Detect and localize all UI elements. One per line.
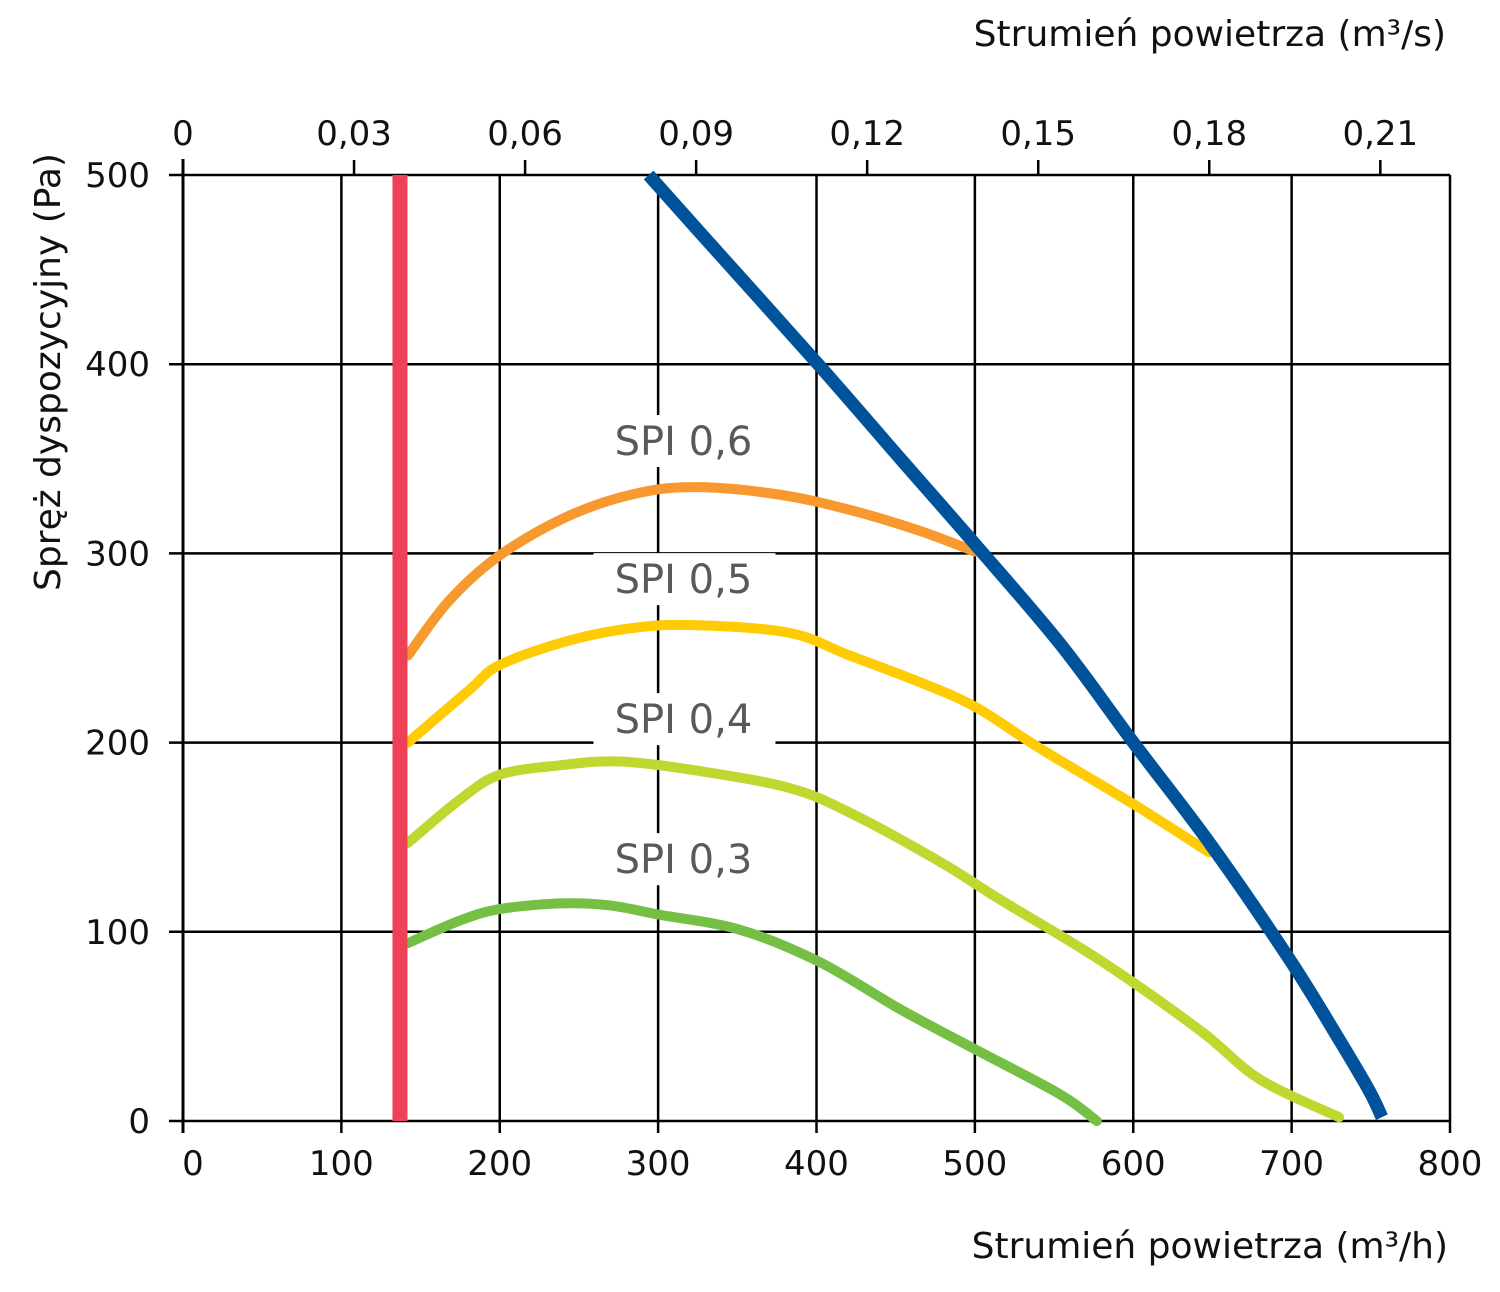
x-tick-label: 800 xyxy=(1418,1144,1483,1184)
spi-label: SPI 0,3 xyxy=(615,837,753,883)
y-tick-label: 200 xyxy=(85,724,150,764)
grid xyxy=(169,173,1452,1123)
x-tick-label: 500 xyxy=(942,1144,1007,1184)
series-line-max xyxy=(643,170,1388,1121)
y-tick-label: 0 xyxy=(128,1102,150,1142)
x2-tick-label: 0,21 xyxy=(1342,114,1418,154)
spi-label-background xyxy=(593,553,776,606)
y-tick-label: 500 xyxy=(85,156,150,196)
x-tick-label: 600 xyxy=(1101,1144,1166,1184)
spi-label: SPI 0,6 xyxy=(615,419,753,465)
x-tick-label: 100 xyxy=(309,1144,374,1184)
spi-label-background xyxy=(593,693,776,746)
y-tick-label: 100 xyxy=(85,913,150,953)
spi-label-background xyxy=(593,833,776,886)
x2-tick-label: 0,09 xyxy=(658,114,734,154)
x2-tick-label: 0,03 xyxy=(316,114,392,154)
spi-labels: SPI 0,6 SPI 0,5 SPI 0,4 SPI 0,3 xyxy=(593,415,776,886)
series-line-spi-0-5 xyxy=(402,619,1215,858)
y-tick-label: 300 xyxy=(85,534,150,574)
series-line-spi-0-3 xyxy=(402,898,1102,1126)
x2-tick-label: 0,18 xyxy=(1171,114,1247,154)
x-axis-title: Strumień powietrza (m³/h) xyxy=(972,1226,1448,1267)
series-line-spi-0-4 xyxy=(402,756,1345,1123)
x2-tick-label: 0,06 xyxy=(487,114,563,154)
x-tick-label: 0 xyxy=(182,1144,204,1184)
x2-tick-label: 0,15 xyxy=(1000,114,1076,154)
x-tick-label: 200 xyxy=(467,1144,532,1184)
x-tick-label: 300 xyxy=(626,1144,691,1184)
series-group xyxy=(392,170,1388,1126)
series-line-spi-0-6 xyxy=(402,482,980,661)
x2-tick-label: 0,12 xyxy=(829,114,905,154)
axes: 0 100 200 300 400 500 600 700 800 0 100 200 300 400 50… xyxy=(85,114,1482,1184)
y-tick-label: 400 xyxy=(85,345,150,385)
spi-label: SPI 0,5 xyxy=(615,557,753,603)
spi-label: SPI 0,4 xyxy=(615,697,753,743)
x-tick-label: 400 xyxy=(784,1144,849,1184)
x2-tick-label: 0 xyxy=(172,114,194,154)
x-tick-label: 700 xyxy=(1259,1144,1324,1184)
y-axis-title: Spręż dyspozycyjny (Pa) xyxy=(28,153,69,591)
x2-axis-title: Strumień powietrza (m³/s) xyxy=(974,14,1446,55)
spi-label-background xyxy=(593,415,776,468)
